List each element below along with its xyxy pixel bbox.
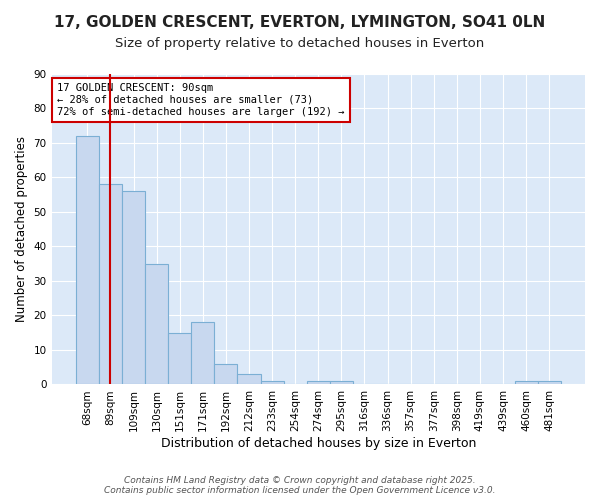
Text: 17, GOLDEN CRESCENT, EVERTON, LYMINGTON, SO41 0LN: 17, GOLDEN CRESCENT, EVERTON, LYMINGTON,… (55, 15, 545, 30)
Text: Size of property relative to detached houses in Everton: Size of property relative to detached ho… (115, 38, 485, 51)
Bar (191, 322, 214, 384)
X-axis label: Distribution of detached houses by size in Everton: Distribution of detached houses by size … (161, 437, 476, 450)
Bar (538, 381, 561, 384)
Bar (260, 381, 284, 384)
Text: Contains HM Land Registry data © Crown copyright and database right 2025.
Contai: Contains HM Land Registry data © Crown c… (104, 476, 496, 495)
Bar (307, 381, 330, 384)
Y-axis label: Number of detached properties: Number of detached properties (15, 136, 28, 322)
Bar (122, 192, 145, 384)
Bar (76, 136, 99, 384)
Bar (214, 364, 238, 384)
Bar (238, 374, 260, 384)
Bar (515, 381, 538, 384)
Text: 17 GOLDEN CRESCENT: 90sqm
← 28% of detached houses are smaller (73)
72% of semi-: 17 GOLDEN CRESCENT: 90sqm ← 28% of detac… (57, 84, 344, 116)
Bar (99, 184, 122, 384)
Bar (330, 381, 353, 384)
Bar (168, 332, 191, 384)
Bar (145, 264, 168, 384)
